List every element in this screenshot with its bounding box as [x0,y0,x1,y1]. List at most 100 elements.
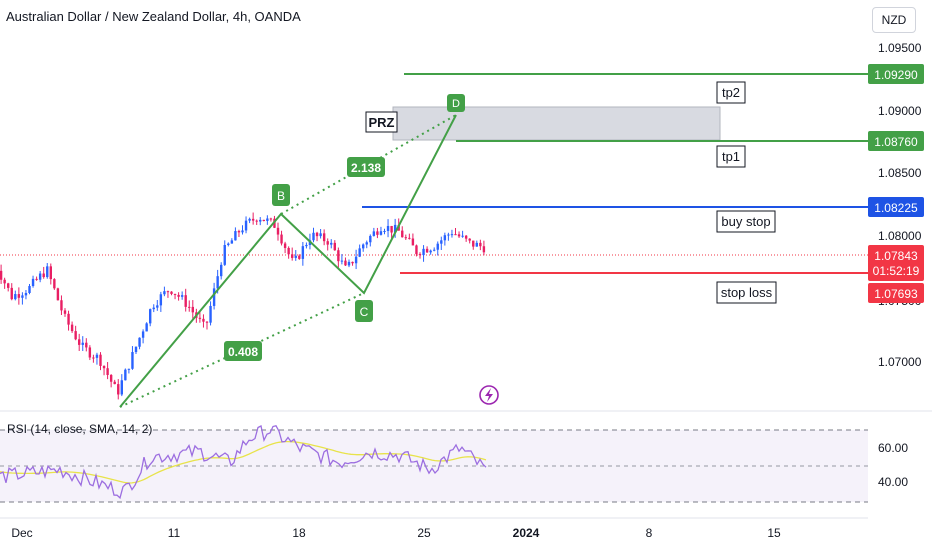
rsi-tick: 40.00 [878,475,908,489]
candle-body [202,318,205,322]
price-tick: 1.07000 [878,355,922,369]
ratio-bd-box [347,157,385,177]
time-tick: 18 [292,526,306,540]
candle-body [14,294,17,300]
candle-body [106,368,109,375]
candle-body [354,256,358,264]
point-c-marker [355,300,373,322]
candle-body [220,264,223,277]
candle-body [372,231,376,236]
point-d-marker [447,94,465,112]
price-tick: 1.08500 [878,166,922,180]
stop-loss-label: stop loss [721,285,773,300]
time-tick: 25 [417,526,431,540]
candle-body [28,286,31,293]
candle-body [266,218,269,221]
candle-body [362,244,365,249]
candle-body [149,309,152,324]
candle-body [408,237,411,239]
candle-body [326,241,329,245]
candle-body [0,270,3,280]
candle-body [347,261,351,266]
candle-body [46,266,49,278]
candle-body [63,310,67,314]
candle-body [10,287,13,300]
candle-body [447,234,450,236]
candle-body [390,225,393,233]
candle-body [31,278,35,287]
rsi-line [0,425,487,500]
candle-body [330,242,333,245]
candle-body [138,337,141,347]
lightning-icon[interactable] [479,385,499,405]
candle-body [120,380,123,395]
candle-body [429,250,432,253]
candle-body [315,232,319,237]
candle-body [56,288,60,301]
candle-body [358,248,361,257]
candle-body [251,218,255,221]
candle-body [49,266,52,280]
candle-body [322,233,326,242]
tp2-label-box [716,81,746,104]
bar-countdown: 01:52:19 [873,264,920,278]
ratio-xc-label: 0.408 [228,345,258,359]
candle-body [42,273,45,278]
candle-body [180,295,184,297]
candle-body [3,279,6,284]
candle-body [145,323,148,332]
candles-group [0,212,486,400]
rsi-sma-line [0,440,487,484]
candle-body [70,324,74,332]
candle-body [244,220,248,231]
currency-button[interactable]: NZD [872,7,916,33]
last-price: 1.07843 [874,249,918,263]
candle-body [418,254,422,256]
candle-body [280,234,283,244]
candle-body [443,235,447,241]
candle-body [440,240,443,244]
ratio-xc-box [224,341,262,361]
pattern-solid-line[interactable] [119,114,457,408]
buy-stop-label: buy stop [721,214,770,229]
buy-stop-price: 1.08225 [874,201,918,215]
candle-body [379,231,383,235]
candle-body [17,294,21,298]
candle-body [113,381,116,385]
candle-body [159,294,163,306]
prz-label: PRZ [369,115,395,130]
candle-body [234,231,237,241]
candle-body [454,234,457,236]
candle-body [198,317,202,319]
tp1-price-badge [868,131,924,151]
candle-body [67,313,70,325]
candle-body [7,283,10,288]
prz-box[interactable] [392,106,721,141]
candle-body [53,279,56,289]
candle-body [205,321,209,323]
candle-body [163,291,166,295]
candle-body [255,220,258,222]
candle-body [422,248,425,256]
candle-body [301,246,305,259]
candle-body [99,354,102,366]
candle-body [248,218,251,221]
price-tick: 1.09500 [878,41,922,55]
candle-body [38,273,42,280]
time-tick: 2024 [513,526,540,540]
candle-body [131,352,134,369]
candle-body [468,238,471,241]
candle-body [21,295,24,298]
candle-body [457,234,461,237]
candle-body [305,244,308,247]
candle-body [81,342,84,345]
candle-body [230,240,234,244]
time-tick: 8 [646,526,653,540]
candle-body [404,237,407,239]
candle-body [351,261,354,264]
candle-body [386,225,390,231]
candle-body [425,248,429,253]
point-b-label: B [277,189,285,203]
time-tick: 11 [168,526,181,540]
